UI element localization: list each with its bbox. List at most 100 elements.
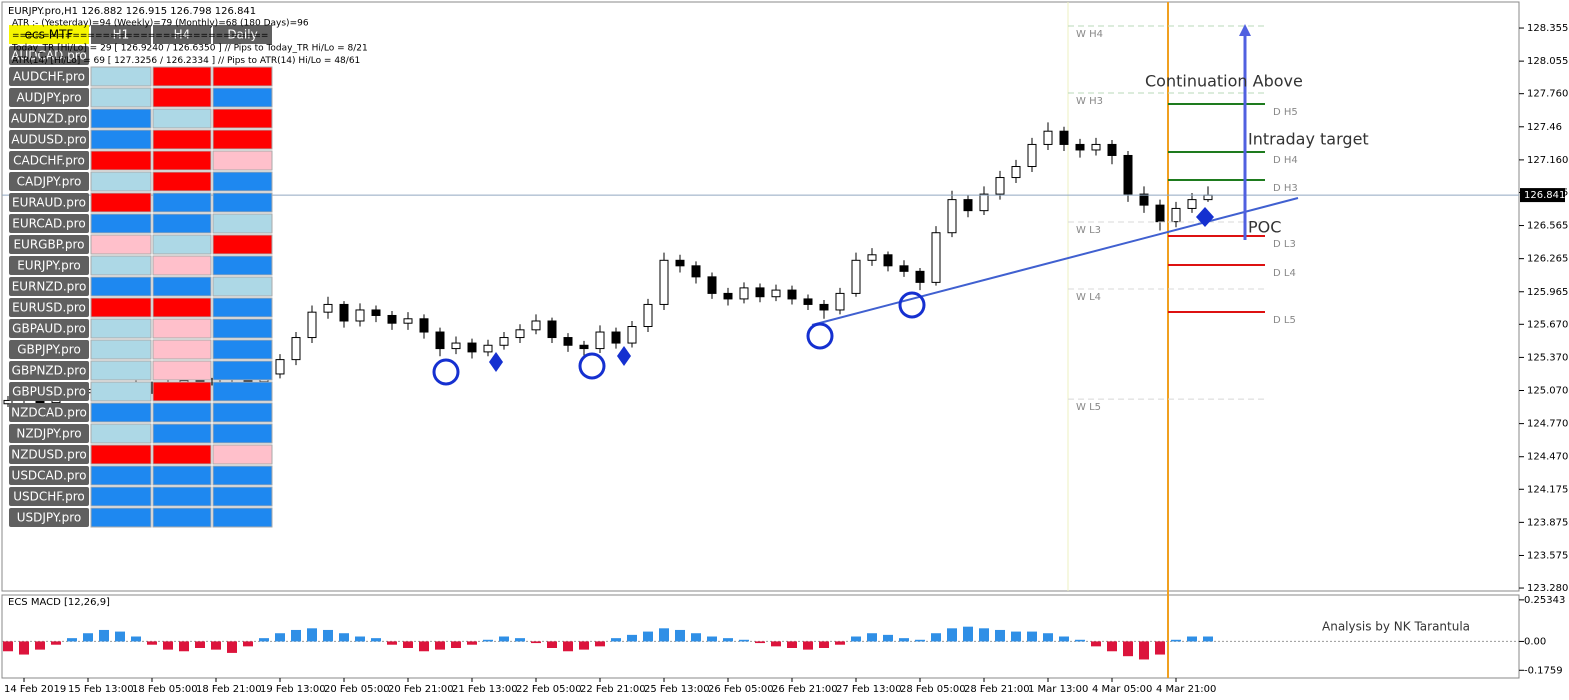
macd-bar — [1171, 639, 1181, 642]
annotation: Intraday target — [1248, 130, 1369, 149]
candle-body — [739, 287, 749, 300]
trend-cell — [152, 444, 212, 465]
y-tick-label: 127.760 — [1527, 89, 1568, 100]
macd-bar — [259, 638, 269, 642]
header-label: H1 — [113, 28, 130, 42]
pair-label: AUDCHF.pro — [13, 70, 85, 84]
trend-cell — [90, 507, 152, 528]
macd-bar — [307, 628, 317, 642]
y-tick-label: -0.1759 — [1524, 665, 1563, 676]
macd-bar — [1123, 641, 1133, 657]
trend-cell — [90, 213, 152, 234]
macd-bar — [803, 641, 813, 650]
y-tick-label: 125.070 — [1527, 386, 1568, 397]
macd-bar — [211, 641, 221, 650]
trend-cell — [90, 444, 152, 465]
x-tick-label: 28 Feb 21:00 — [964, 684, 1030, 695]
macd-bar — [611, 638, 621, 642]
y-tick-label: 128.355 — [1527, 23, 1568, 34]
signal-circle — [432, 358, 460, 386]
candle-body — [307, 311, 317, 339]
candle-body — [1075, 143, 1085, 151]
candle-body — [387, 314, 397, 324]
candle-body — [563, 337, 573, 346]
x-tick-label: 4 Mar 21:00 — [1156, 684, 1216, 695]
header-cell — [153, 25, 211, 44]
candle-body — [755, 287, 765, 298]
macd-bar — [419, 641, 429, 652]
macd-bar — [1107, 641, 1117, 652]
y-tick-label: 0.00 — [1524, 636, 1546, 647]
x-tick-label: 26 Feb 05:00 — [708, 684, 774, 695]
trend-cell — [152, 402, 212, 423]
candle-body — [819, 303, 829, 311]
candle-body — [1027, 143, 1037, 168]
macd-bar — [355, 636, 365, 642]
trend-cell — [152, 171, 212, 192]
candle-body — [1091, 143, 1101, 151]
trend-cell — [90, 339, 152, 360]
macd-bar — [51, 641, 61, 645]
trend-cell — [152, 66, 212, 87]
macd-bar — [403, 641, 413, 648]
signal-circle — [578, 352, 606, 380]
pivot-label: W L4 — [1076, 292, 1101, 303]
macd-bar — [883, 634, 893, 642]
x-tick-label: 27 Feb 13:00 — [836, 684, 902, 695]
candle-body — [915, 270, 925, 283]
pair-label: NZDUSD.pro — [11, 448, 87, 462]
x-tick-label: 21 Feb 13:00 — [452, 684, 518, 695]
trend-cell — [90, 192, 152, 213]
credit: Analysis by NK Tarantula — [1322, 620, 1470, 634]
pair-label: AUDUSD.pro — [11, 133, 86, 147]
pair-cell — [9, 382, 89, 401]
trend-cell — [152, 192, 212, 213]
y-tick-label: 123.280 — [1527, 583, 1568, 594]
trend-cell — [90, 234, 152, 255]
trend-cell — [152, 276, 212, 297]
macd-bar — [467, 641, 477, 645]
candle-body — [1123, 154, 1133, 195]
macd-bar — [531, 641, 541, 644]
macd-bar — [707, 636, 717, 642]
trend-cell — [90, 423, 152, 444]
pair-label: EURAUD.pro — [12, 196, 86, 210]
candle-body — [483, 344, 493, 353]
candle-body — [419, 318, 429, 333]
pair-label: GBPUSD.pro — [12, 385, 86, 399]
macd-bar — [67, 638, 77, 642]
trend-cell — [212, 213, 273, 234]
trend-cell — [152, 381, 212, 402]
candle-body — [1011, 166, 1021, 179]
macd-bar — [1091, 641, 1101, 647]
pair-label: EURGBP.pro — [13, 238, 84, 252]
macd-bar — [435, 641, 445, 650]
macd-bar — [35, 641, 45, 650]
candle-body — [963, 199, 973, 212]
trend-cell — [212, 381, 273, 402]
trend-cell — [90, 87, 152, 108]
pair-label: CADJPY.pro — [17, 175, 82, 189]
macd-bar — [1139, 641, 1149, 660]
pair-cell — [9, 214, 89, 233]
trend-cell — [212, 465, 273, 486]
pair-label: USDCHF.pro — [13, 490, 84, 504]
pair-label: EURCAD.pro — [12, 217, 85, 231]
pair-cell — [9, 466, 89, 485]
x-tick-label: 18 Feb 21:00 — [196, 684, 262, 695]
macd-bar — [563, 641, 573, 652]
pair-label: NZDCAD.pro — [11, 406, 87, 420]
macd-bar — [83, 633, 93, 642]
macd-bar — [163, 641, 173, 650]
pair-cell — [9, 319, 89, 338]
pair-cell — [9, 67, 89, 86]
pair-label: GBPJPY.pro — [17, 343, 81, 357]
candle-body — [547, 320, 557, 339]
trend-cell — [90, 276, 152, 297]
trend-line — [811, 197, 1299, 326]
signal-diamond — [489, 352, 503, 372]
y-tick-label: 128.055 — [1527, 56, 1568, 67]
pair-label: EURNZD.pro — [12, 280, 87, 294]
candle-body — [531, 320, 541, 331]
y-tick-label: 125.670 — [1527, 319, 1568, 330]
